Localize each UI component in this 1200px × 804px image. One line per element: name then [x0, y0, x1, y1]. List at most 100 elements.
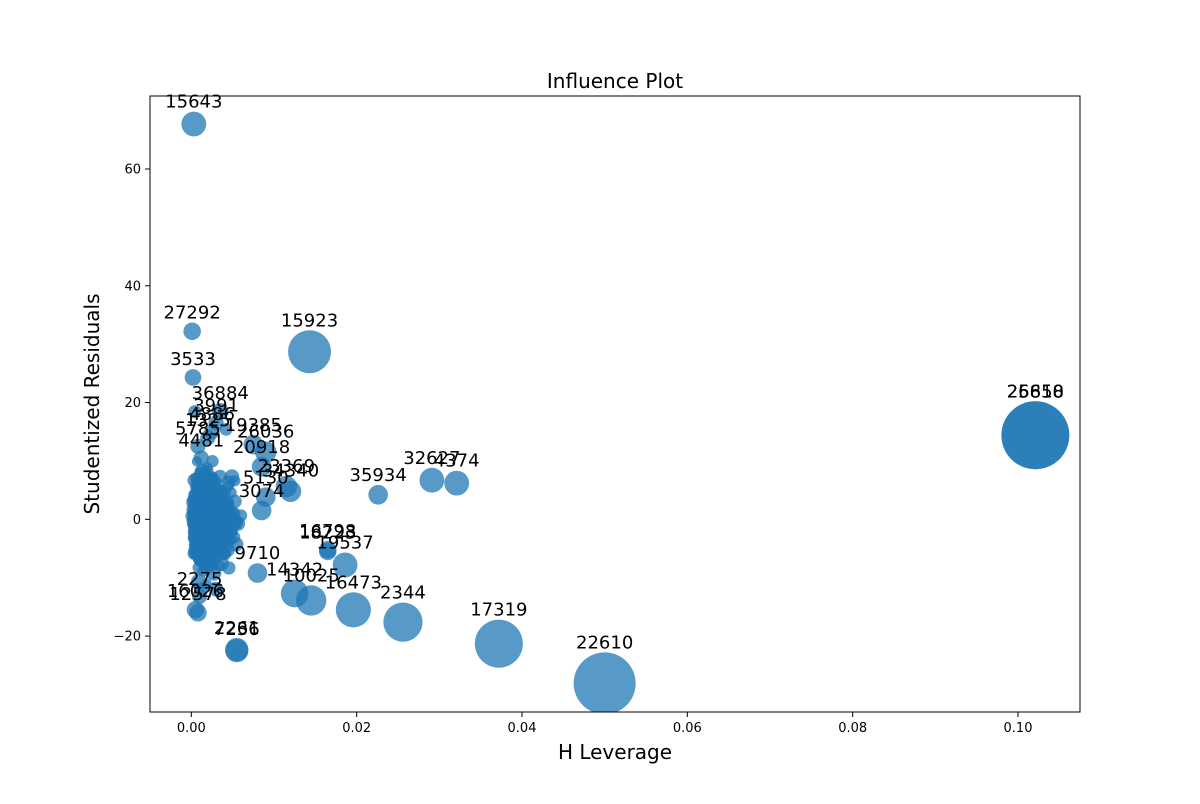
cluster-point [210, 509, 226, 525]
point-label: 27292 [164, 303, 221, 324]
point-label: 32627 [403, 448, 460, 469]
y-tick-label: −20 [114, 630, 141, 645]
y-tick-label: 60 [124, 162, 141, 177]
cluster-point [201, 556, 213, 568]
y-tick-label: 20 [124, 396, 141, 411]
x-axis-ticks: 0.00 0.02 0.04 0.06 0.08 0.10 [177, 712, 1033, 736]
data-point [383, 602, 423, 642]
point-label: 3074 [239, 481, 285, 502]
data-point [318, 542, 337, 561]
point-label: 19385 [225, 415, 282, 436]
cluster-point [189, 549, 200, 560]
point-label: 1325 [185, 410, 231, 431]
point-label: 9710 [235, 543, 281, 564]
point-label: 10025 [283, 565, 340, 586]
point-label: 35934 [350, 465, 407, 486]
x-axis-label: H Leverage [558, 740, 672, 764]
point-label: 25658 [1007, 381, 1064, 402]
point-label: 34340 [262, 461, 319, 482]
point-label: 2344 [380, 582, 426, 603]
cluster-point [188, 405, 202, 419]
x-tick-label: 0.06 [673, 721, 702, 736]
data-point [247, 563, 268, 583]
data-point [288, 330, 332, 374]
x-tick-label: 0.04 [508, 721, 537, 736]
plot-frame [149, 95, 1081, 713]
point-label: 23369 [258, 456, 315, 477]
point-label: 16473 [325, 572, 382, 593]
data-point [332, 552, 358, 578]
data-point [184, 369, 202, 386]
point-label: 15923 [281, 310, 338, 331]
data-point [444, 470, 470, 496]
point-label: 20918 [233, 437, 290, 458]
point-label: 16798 [299, 521, 356, 542]
data-point [251, 456, 272, 477]
data-point [183, 322, 201, 341]
point-label: 7236 [214, 619, 260, 640]
x-tick-label: 0.00 [177, 721, 206, 736]
point-label: 3533 [170, 349, 216, 370]
point-label: 26810 [1007, 381, 1064, 402]
chart-title: Influence Plot [547, 69, 683, 93]
data-point [474, 619, 523, 668]
data-point [186, 601, 205, 619]
data-point [192, 588, 208, 604]
point-label: 4481 [178, 430, 224, 451]
cluster-point [201, 527, 213, 538]
point-label: 4374 [434, 451, 480, 472]
x-tick-label: 0.02 [342, 721, 371, 736]
data-point [243, 434, 264, 455]
point-label: 26036 [237, 421, 294, 442]
point-label: 3991 [193, 395, 239, 416]
scatter-points [181, 111, 1070, 712]
data-point [181, 111, 207, 137]
point-label: 4886 [189, 404, 235, 425]
point-label: 5130 [243, 467, 289, 488]
cluster-point [222, 561, 236, 575]
point-label: 15643 [165, 92, 222, 113]
point-label: 14342 [266, 560, 323, 581]
point-label: 12578 [169, 584, 226, 605]
data-point [255, 487, 276, 507]
dense-point-cluster [185, 405, 248, 597]
data-point [419, 467, 445, 493]
data-point [573, 652, 636, 712]
data-point [193, 450, 209, 466]
point-label: 19537 [316, 532, 373, 553]
cluster-point [217, 532, 230, 545]
data-point [368, 484, 388, 505]
cluster-point [208, 544, 223, 559]
data-point [200, 429, 216, 446]
y-tick-label: 40 [124, 279, 141, 294]
cluster-point [192, 506, 204, 517]
point-label: 16026 [167, 581, 224, 602]
point-label: 2261 [214, 618, 260, 639]
point-label: 17319 [470, 600, 527, 621]
cluster-point [190, 573, 207, 590]
point-label: 36884 [192, 383, 249, 404]
cluster-point [201, 499, 214, 512]
cluster-point [190, 494, 204, 508]
cluster-point [190, 472, 201, 483]
point-label: 22610 [576, 632, 633, 653]
cluster-point [197, 482, 210, 495]
data-point [190, 438, 206, 454]
data-point [280, 579, 309, 608]
data-point [279, 480, 302, 503]
x-tick-label: 0.08 [838, 721, 867, 736]
y-axis-ticks: −20 0 20 40 60 [114, 162, 150, 645]
data-point [1001, 401, 1070, 470]
data-point [225, 637, 249, 662]
data-point [335, 592, 371, 628]
y-axis-label: Studentized Residuals [80, 293, 104, 514]
point-label: 2275 [177, 569, 223, 590]
x-tick-label: 0.10 [1004, 721, 1033, 736]
y-tick-label: 0 [133, 513, 141, 528]
point-label: 18223 [299, 523, 356, 544]
point-label: 5785 [175, 419, 221, 440]
cluster-point [208, 581, 224, 597]
